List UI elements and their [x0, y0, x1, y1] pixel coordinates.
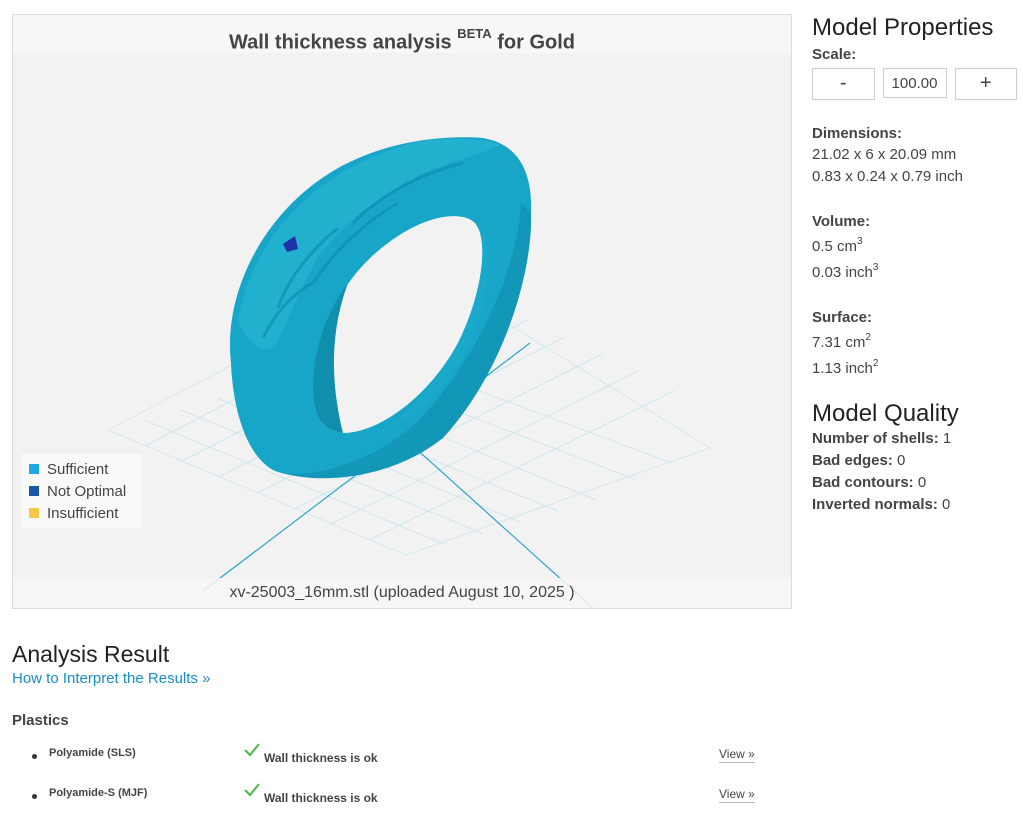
results-list: Polyamide (SLS) Wall thickness is ok Vie…	[12, 737, 802, 817]
analysis-heading: Analysis Result	[12, 641, 170, 667]
analysis-section: Analysis Result How to Interpret the Res…	[12, 640, 802, 817]
quality-value: 0	[942, 496, 951, 513]
surface-label: Surface:	[812, 309, 873, 326]
result-status: Wall thickness is ok	[264, 791, 378, 805]
material-name: Polyamide-S (MJF)	[49, 787, 148, 799]
surface-cm: 7.31 cm2	[812, 328, 1017, 354]
scale-input[interactable]	[882, 68, 947, 98]
quality-value: 1	[942, 430, 952, 447]
model-viewer[interactable]: Wall thickness analysis BETA for Gold	[12, 14, 792, 609]
dimensions-label: Dimensions:	[812, 125, 903, 142]
legend-item-insufficient: Insufficient	[21, 502, 141, 524]
surface-cm-value: 7.31 cm	[812, 334, 866, 351]
result-status: Wall thickness is ok	[264, 751, 378, 765]
plastics-section-title: Plastics	[12, 712, 69, 729]
surface-inch: 1.13 inch2	[812, 354, 1017, 380]
volume-inch: 0.03 inch3	[812, 258, 1017, 284]
quality-label: Bad edges:	[812, 452, 893, 469]
beta-badge: BETA	[457, 26, 492, 41]
volume-inch-value: 0.03 inch	[812, 264, 873, 281]
scale-decrease-button[interactable]: -	[812, 68, 875, 100]
quality-value: 0	[897, 452, 906, 469]
quality-label: Inverted normals:	[812, 496, 938, 513]
legend-swatch-sufficient	[29, 464, 39, 474]
material-name: Polyamide (SLS)	[49, 747, 136, 759]
volume-cm-value: 0.5 cm	[812, 238, 858, 255]
quality-row-bad-contours: Bad contours: 0	[812, 472, 1017, 494]
view-result-button[interactable]: View »	[719, 747, 755, 763]
legend-label: Not Optimal	[47, 482, 127, 500]
check-icon	[244, 783, 260, 797]
ring-model	[229, 137, 532, 479]
dimensions-block: Dimensions: 21.02 x 6 x 20.09 mm 0.83 x …	[812, 124, 1017, 188]
dimensions-inch: 0.83 x 0.24 x 0.79 inch	[812, 168, 963, 185]
quality-label: Number of shells:	[812, 430, 939, 447]
legend-item-sufficient: Sufficient	[21, 458, 141, 480]
volume-exponent: 3	[857, 236, 863, 247]
view-result-button[interactable]: View »	[719, 787, 755, 803]
scale-control: - +	[812, 68, 1017, 100]
surface-exponent: 2	[865, 332, 871, 343]
quality-value: 0	[917, 474, 927, 491]
scale-label: Scale:	[812, 46, 857, 63]
interpret-results-link[interactable]: How to Interpret the Results »	[12, 670, 211, 687]
legend-swatch-not-optimal	[29, 486, 39, 496]
volume-exponent: 3	[872, 262, 879, 273]
volume-label: Volume:	[812, 213, 871, 230]
bullet-icon	[32, 754, 37, 759]
viewer-title-material: for Gold	[497, 31, 576, 54]
file-caption: xv-25003_16mm.stl (uploaded August 10, 2…	[13, 578, 791, 608]
volume-cm: 0.5 cm3	[812, 232, 1017, 258]
legend-swatch-insufficient	[29, 508, 39, 518]
result-row: Polyamide (SLS) Wall thickness is ok Vie…	[12, 737, 802, 777]
dimensions-mm: 21.02 x 6 x 20.09 mm	[812, 146, 957, 163]
viewer-title-main: Wall thickness analysis	[228, 31, 452, 54]
model-quality-heading: Model Quality	[812, 400, 959, 427]
model-properties-panel: Model Properties Scale: - + Dimensions: …	[812, 14, 1017, 516]
quality-label: Bad contours:	[812, 474, 914, 491]
legend-label: Sufficient	[47, 460, 109, 478]
model-properties-heading: Model Properties	[812, 14, 994, 41]
quality-row-bad-edges: Bad edges: 0	[812, 450, 1017, 472]
result-row: Polyamide-S (MJF) Wall thickness is ok V…	[12, 777, 802, 817]
model-scene[interactable]	[13, 53, 791, 608]
legend: Sufficient Not Optimal Insufficient	[21, 454, 141, 528]
bullet-icon	[32, 794, 37, 799]
surface-inch-value: 1.13 inch	[812, 360, 873, 377]
legend-label: Insufficient	[47, 504, 119, 522]
quality-row-shells: Number of shells: 1	[812, 428, 1017, 450]
volume-block: Volume: 0.5 cm3 0.03 inch3	[812, 212, 1017, 284]
surface-block: Surface: 7.31 cm2 1.13 inch2	[812, 308, 1017, 380]
model-quality-block: Model Quality Number of shells: 1 Bad ed…	[812, 400, 1017, 516]
viewer-title: Wall thickness analysis BETA for Gold	[13, 15, 791, 54]
scale-increase-button[interactable]: +	[954, 68, 1017, 100]
check-icon	[244, 743, 260, 757]
quality-row-inverted-normals: Inverted normals: 0	[812, 494, 1017, 516]
surface-exponent: 2	[872, 358, 879, 369]
legend-item-not-optimal: Not Optimal	[21, 480, 141, 502]
